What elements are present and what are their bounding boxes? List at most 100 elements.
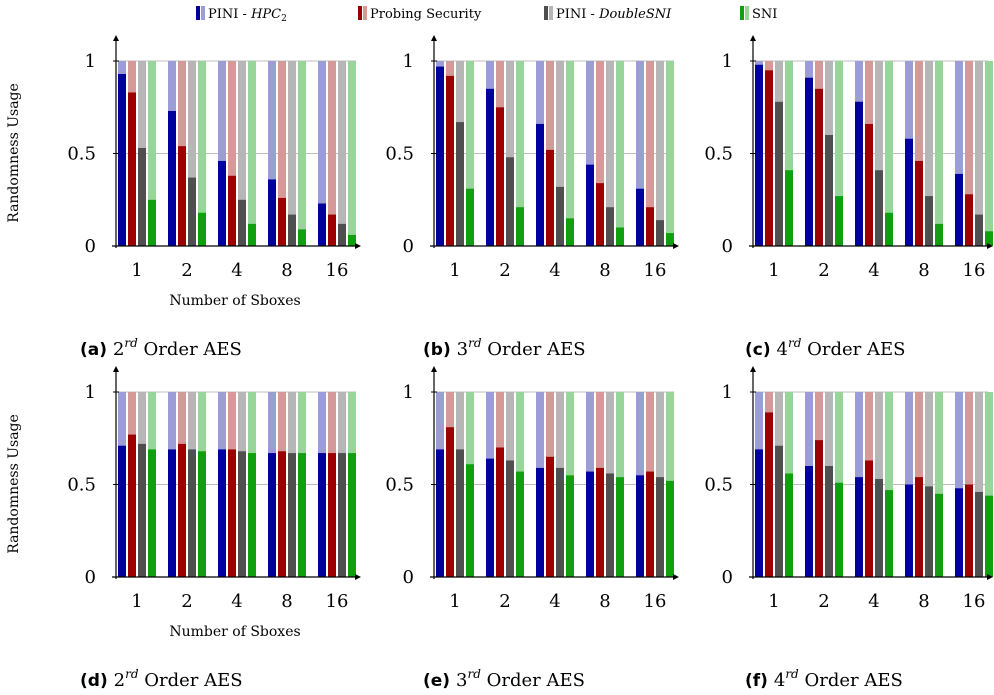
- bar-remainder: [228, 392, 236, 449]
- x-tick-label: 16: [326, 591, 349, 612]
- bar-remainder: [536, 392, 544, 468]
- bar-remainder: [666, 392, 674, 481]
- x-axis-arrow: [673, 574, 679, 580]
- bar-remainder: [785, 61, 793, 170]
- bar-remainder: [328, 392, 336, 453]
- bar-remainder: [835, 392, 843, 483]
- bar-remainder: [268, 392, 276, 453]
- bar: [905, 139, 913, 246]
- bar: [965, 485, 973, 578]
- x-axis-label: Number of Sboxes: [169, 624, 300, 640]
- bar-remainder: [815, 61, 823, 89]
- bar: [446, 76, 454, 246]
- bar-remainder: [566, 392, 574, 475]
- bar-remainder: [248, 61, 256, 224]
- bar-remainder: [436, 392, 444, 449]
- y-tick-label: 0: [722, 567, 733, 588]
- bar: [606, 207, 614, 246]
- bar-remainder: [765, 61, 773, 70]
- bar-remainder: [755, 61, 763, 65]
- bar: [496, 448, 504, 578]
- chart-panel-4: 00.511 2 4 8 16Randomness UsageNumber of Sbo…: [6, 366, 361, 691]
- bar-remainder: [805, 392, 813, 466]
- bar-remainder: [516, 61, 524, 207]
- bar-remainder: [238, 61, 246, 200]
- bar-remainder: [446, 392, 454, 427]
- bar: [446, 427, 454, 577]
- bar-remainder: [865, 392, 873, 460]
- bar: [616, 477, 624, 577]
- bar-remainder: [318, 392, 326, 453]
- bar: [915, 477, 923, 577]
- bar-remainder: [218, 61, 226, 161]
- bar: [815, 440, 823, 577]
- bar-remainder: [855, 61, 863, 102]
- bar-remainder: [506, 61, 514, 157]
- y-tick-label: 0.5: [385, 144, 414, 165]
- legend-swatch-dark: [358, 6, 362, 20]
- bar-remainder: [875, 61, 883, 170]
- bar-remainder: [466, 392, 474, 464]
- bar-remainder: [218, 392, 226, 449]
- panel-caption: (c) 4rd Order AES: [745, 336, 905, 360]
- bar-remainder: [865, 61, 873, 124]
- bar-remainder: [188, 392, 196, 449]
- bar: [268, 453, 276, 577]
- bar-remainder: [825, 392, 833, 466]
- bar: [975, 492, 983, 577]
- bar-remainder: [546, 392, 554, 457]
- bar: [636, 475, 644, 577]
- bar-remainder: [338, 392, 346, 453]
- bar: [148, 449, 156, 577]
- legend-swatch-light: [745, 6, 749, 20]
- bar: [168, 449, 176, 577]
- bar: [436, 67, 444, 246]
- bar: [248, 224, 256, 246]
- chart-panel-2: 00.511 2 4 8 16(b) 3rd Order AES: [385, 35, 679, 360]
- bar-remainder: [506, 392, 514, 460]
- bar-remainder: [148, 392, 156, 449]
- bar: [218, 161, 226, 246]
- bar-remainder: [188, 61, 196, 178]
- x-tick-label: 4: [868, 260, 879, 281]
- x-tick-label: 8: [599, 260, 610, 281]
- x-tick-label: 16: [644, 591, 667, 612]
- bar: [755, 449, 763, 577]
- x-tick-label: 1: [131, 260, 142, 281]
- bar-remainder: [925, 392, 933, 486]
- bar-remainder: [656, 61, 664, 220]
- bar-remainder: [636, 392, 644, 475]
- bar-remainder: [278, 392, 286, 451]
- y-axis-arrow: [750, 366, 756, 372]
- bar-remainder: [955, 392, 963, 488]
- y-tick-label: 0.5: [385, 475, 414, 496]
- bar-remainder: [975, 392, 983, 492]
- legend-swatch-light: [363, 6, 367, 20]
- bar-remainder: [566, 61, 574, 218]
- bar-remainder: [586, 61, 594, 165]
- x-tick-label: 4: [231, 260, 242, 281]
- y-tick-label: 1: [403, 382, 414, 403]
- bar: [318, 453, 326, 577]
- bar-remainder: [486, 392, 494, 459]
- x-tick-label: 2: [499, 260, 510, 281]
- bar-remainder: [456, 392, 464, 449]
- bar: [825, 466, 833, 577]
- bar-remainder: [536, 61, 544, 124]
- bar: [456, 122, 464, 246]
- bar-remainder: [168, 392, 176, 449]
- panel-caption: (e) 3rd Order AES: [423, 667, 585, 691]
- bar: [656, 220, 664, 246]
- bar: [516, 207, 524, 246]
- x-tick-label: 16: [644, 260, 667, 281]
- panel-caption: (f) 4rd Order AES: [745, 667, 903, 691]
- y-tick-label: 0.5: [67, 475, 96, 496]
- bar-remainder: [636, 61, 644, 189]
- x-tick-label: 8: [918, 260, 929, 281]
- bar-remainder: [546, 61, 554, 150]
- legend-entry-pini-hpc2: PINI - HPC2: [196, 6, 287, 24]
- bar-remainder: [955, 61, 963, 174]
- bar-remainder: [616, 61, 624, 228]
- y-axis-arrow: [750, 35, 756, 41]
